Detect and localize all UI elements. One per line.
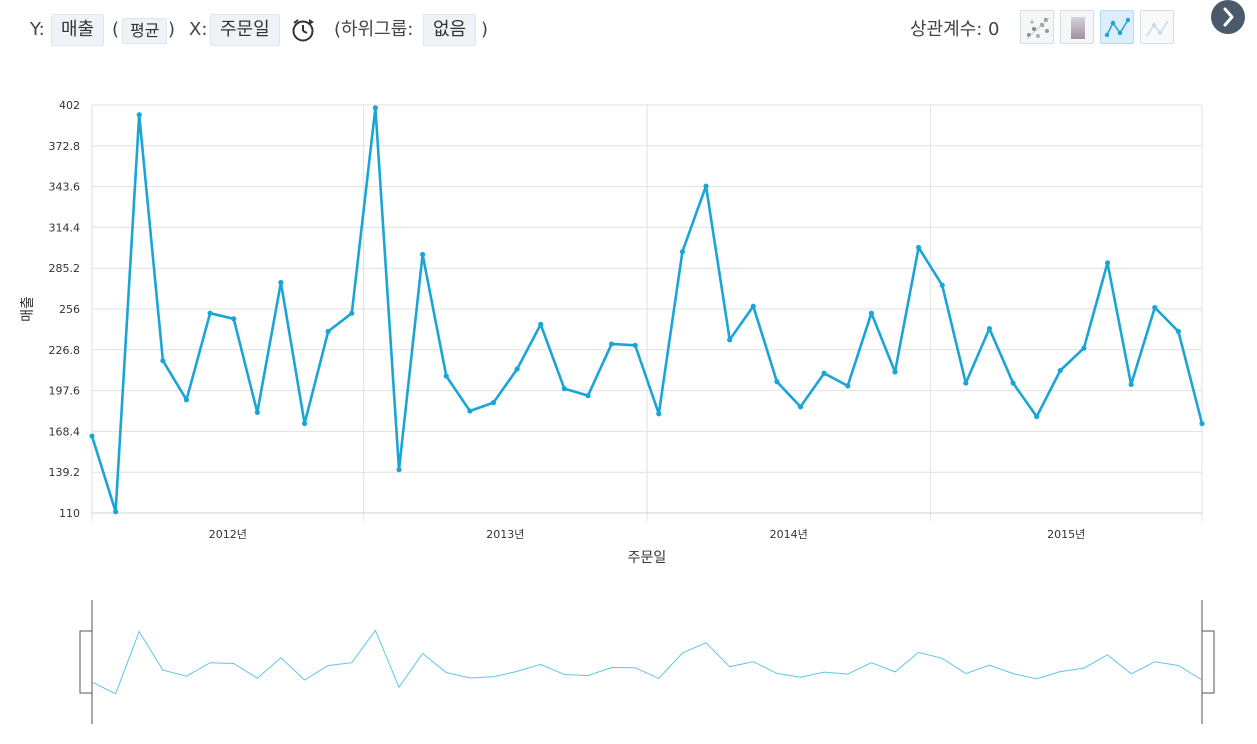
data-point[interactable]	[538, 321, 544, 327]
data-point[interactable]	[89, 433, 95, 439]
data-point[interactable]	[420, 251, 426, 258]
data-point[interactable]	[1081, 345, 1087, 351]
scatter-chart-button[interactable]	[1020, 10, 1054, 44]
y-tick-label: 256	[59, 303, 80, 316]
next-button[interactable]	[1211, 0, 1245, 34]
scatter-chart-icon	[1026, 17, 1050, 40]
agg-open-paren: (	[112, 19, 120, 40]
main-line-chart: 110 139.2 168.4 197.6 226.8 256 285.2 314.4 343.…	[20, 99, 1205, 566]
data-point[interactable]	[183, 397, 190, 403]
data-point[interactable]	[561, 386, 567, 392]
line-chart-light-icon	[1146, 20, 1169, 37]
data-point[interactable]	[750, 303, 756, 309]
correlation-label: 상관계수: 0	[910, 19, 1000, 40]
line-chart-button[interactable]	[1100, 10, 1134, 44]
series-line	[90, 106, 1204, 513]
y-tick-label: 314.4	[49, 221, 81, 234]
data-point[interactable]	[774, 379, 780, 385]
data-point[interactable]	[915, 244, 922, 251]
x-tick-label: 2013년	[486, 528, 524, 541]
data-point[interactable]	[727, 337, 733, 343]
x-axis-title: 주문일	[628, 550, 667, 566]
data-point[interactable]	[325, 328, 331, 334]
grid-layer	[91, 104, 1203, 521]
y-tick-label: 372.8	[49, 140, 81, 153]
data-point[interactable]	[467, 408, 473, 414]
clock-refresh-icon[interactable]	[289, 16, 317, 44]
y-tick-label: 139.2	[49, 466, 81, 479]
subgroup-close-paren: )	[481, 19, 489, 40]
y-axis-label: Y:	[30, 19, 45, 40]
y-tick-labels: 110 139.2 168.4 197.6 226.8 256 285.2 314.4 343.…	[49, 99, 81, 520]
data-point[interactable]	[207, 310, 213, 316]
data-point[interactable]	[1152, 305, 1158, 311]
data-point[interactable]	[821, 370, 827, 376]
data-point[interactable]	[868, 310, 874, 316]
data-point[interactable]	[963, 380, 969, 386]
y-tick-label: 168.4	[49, 425, 81, 438]
navigator-chart	[79, 600, 1215, 724]
y-tick-label: 285.2	[49, 262, 81, 275]
x-tick-labels: 2012년 2013년 2014년 2015년	[209, 528, 1086, 541]
data-point[interactable]	[845, 383, 851, 389]
data-point[interactable]	[396, 467, 402, 473]
data-point[interactable]	[231, 316, 237, 322]
data-point[interactable]	[585, 393, 591, 399]
line-chart-alt-button[interactable]	[1140, 10, 1174, 44]
line-chart-icon	[1104, 17, 1131, 38]
gradient-chart-button[interactable]	[1060, 10, 1094, 44]
y-tick-label: 110	[59, 507, 80, 520]
subgroup-chip[interactable]: 없음	[423, 14, 477, 46]
data-point[interactable]	[372, 105, 379, 111]
navigator-right-handle[interactable]	[1201, 630, 1215, 694]
agg-close-paren: )	[168, 19, 176, 40]
data-point[interactable]	[443, 373, 449, 379]
y-tick-label: 402	[59, 99, 80, 112]
y-tick-label: 226.8	[49, 344, 81, 357]
data-point[interactable]	[349, 310, 355, 316]
data-point[interactable]	[160, 358, 166, 364]
data-point[interactable]	[1010, 380, 1016, 386]
data-point[interactable]	[632, 342, 638, 348]
data-point[interactable]	[1104, 260, 1111, 266]
data-point[interactable]	[1057, 367, 1063, 374]
data-point[interactable]	[703, 183, 709, 189]
x-tick-label: 2014년	[770, 528, 808, 541]
series-layer	[89, 105, 1205, 515]
data-point[interactable]	[278, 279, 284, 286]
data-point[interactable]	[490, 400, 497, 406]
data-point[interactable]	[1199, 420, 1205, 427]
data-point[interactable]	[797, 404, 804, 410]
gradient-chart-icon	[1071, 17, 1085, 39]
data-point[interactable]	[254, 409, 260, 415]
data-point[interactable]	[514, 366, 520, 372]
chart-toolbar: Y: 매출 ( 평균 ) X: 주문일 (하위그룹: 없음 ) 상관계수: 0	[0, 0, 1257, 62]
data-point[interactable]	[986, 325, 993, 332]
data-point[interactable]	[301, 420, 308, 427]
data-point[interactable]	[679, 249, 686, 255]
y-tick-label: 343.6	[49, 181, 81, 194]
x-tick-label: 2015년	[1047, 528, 1085, 541]
navigator-left-handle[interactable]	[79, 630, 93, 694]
x-axis-label: X:	[189, 19, 208, 40]
y-field-chip[interactable]: 매출	[51, 14, 105, 46]
data-point[interactable]	[1128, 381, 1134, 388]
data-point[interactable]	[1034, 413, 1040, 420]
data-point[interactable]	[939, 282, 945, 288]
subgroup-label: (하위그룹:	[334, 19, 414, 40]
x-tick-label: 2012년	[209, 528, 247, 541]
y-tick-label: 197.6	[49, 385, 81, 398]
navigator-series-line	[91, 629, 1203, 695]
chevron-right-icon	[1223, 7, 1234, 27]
data-point[interactable]	[1175, 328, 1181, 334]
data-point[interactable]	[892, 369, 898, 375]
data-point[interactable]	[608, 341, 615, 347]
data-point[interactable]	[113, 509, 119, 515]
y-axis-title: 매출	[20, 296, 36, 322]
data-point[interactable]	[136, 112, 142, 118]
x-field-chip[interactable]: 주문일	[210, 14, 280, 46]
data-point[interactable]	[656, 411, 662, 417]
aggregation-chip[interactable]: 평균	[122, 18, 168, 44]
